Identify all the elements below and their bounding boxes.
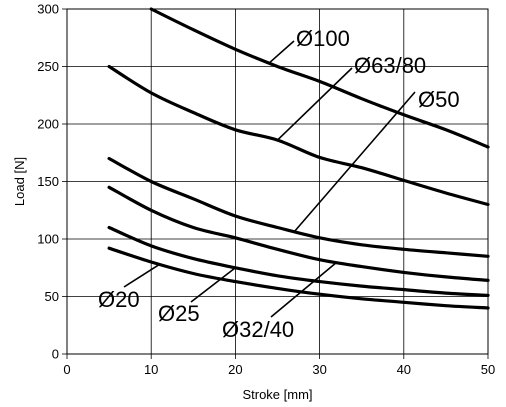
- leader-line-100: [268, 40, 295, 64]
- series-line-20: [107, 246, 490, 310]
- y-tick-label: 100: [37, 232, 59, 247]
- y-axis-title: Load [N]: [12, 157, 27, 206]
- series-label-32-40: Ø32/40: [222, 317, 294, 342]
- y-tick-label: 150: [37, 174, 59, 189]
- series-line-32-40: [107, 185, 490, 282]
- x-tick-label: 40: [397, 362, 411, 377]
- y-tick-label: 50: [45, 289, 59, 304]
- leader-line-63-80: [276, 67, 353, 141]
- y-tick-label: 250: [37, 59, 59, 74]
- series-label-63-80: Ø63/80: [354, 53, 426, 78]
- series-label-20: Ø20: [98, 287, 140, 312]
- series-line-25: [107, 225, 490, 297]
- label-leaders: [123, 40, 416, 318]
- series-label-50: Ø50: [418, 87, 460, 112]
- x-axis-title: Stroke [mm]: [242, 387, 312, 402]
- series-label-25: Ø25: [158, 301, 200, 326]
- leader-line-25: [190, 267, 236, 303]
- series-label-100: Ø100: [296, 26, 350, 51]
- series-line-63-80: [107, 64, 490, 207]
- leader-line-50: [293, 91, 416, 233]
- x-tick-label: 0: [63, 362, 70, 377]
- x-tick-label: 10: [144, 362, 158, 377]
- tick-labels: 0 10 20 30 40 50 0 50 100 150 200 250 300: [37, 2, 495, 378]
- leader-line-20: [123, 263, 161, 288]
- y-tick-label: 200: [37, 117, 59, 132]
- y-tick-label: 300: [37, 2, 59, 17]
- y-tick-label: 0: [52, 347, 59, 362]
- x-tick-label: 20: [228, 362, 242, 377]
- series-line-50: [107, 156, 490, 258]
- x-tick-label: 30: [312, 362, 326, 377]
- x-tick-label: 50: [481, 362, 495, 377]
- series-line-100: [149, 7, 490, 149]
- series-curves: [107, 7, 490, 310]
- leader-line-32-40: [270, 261, 337, 318]
